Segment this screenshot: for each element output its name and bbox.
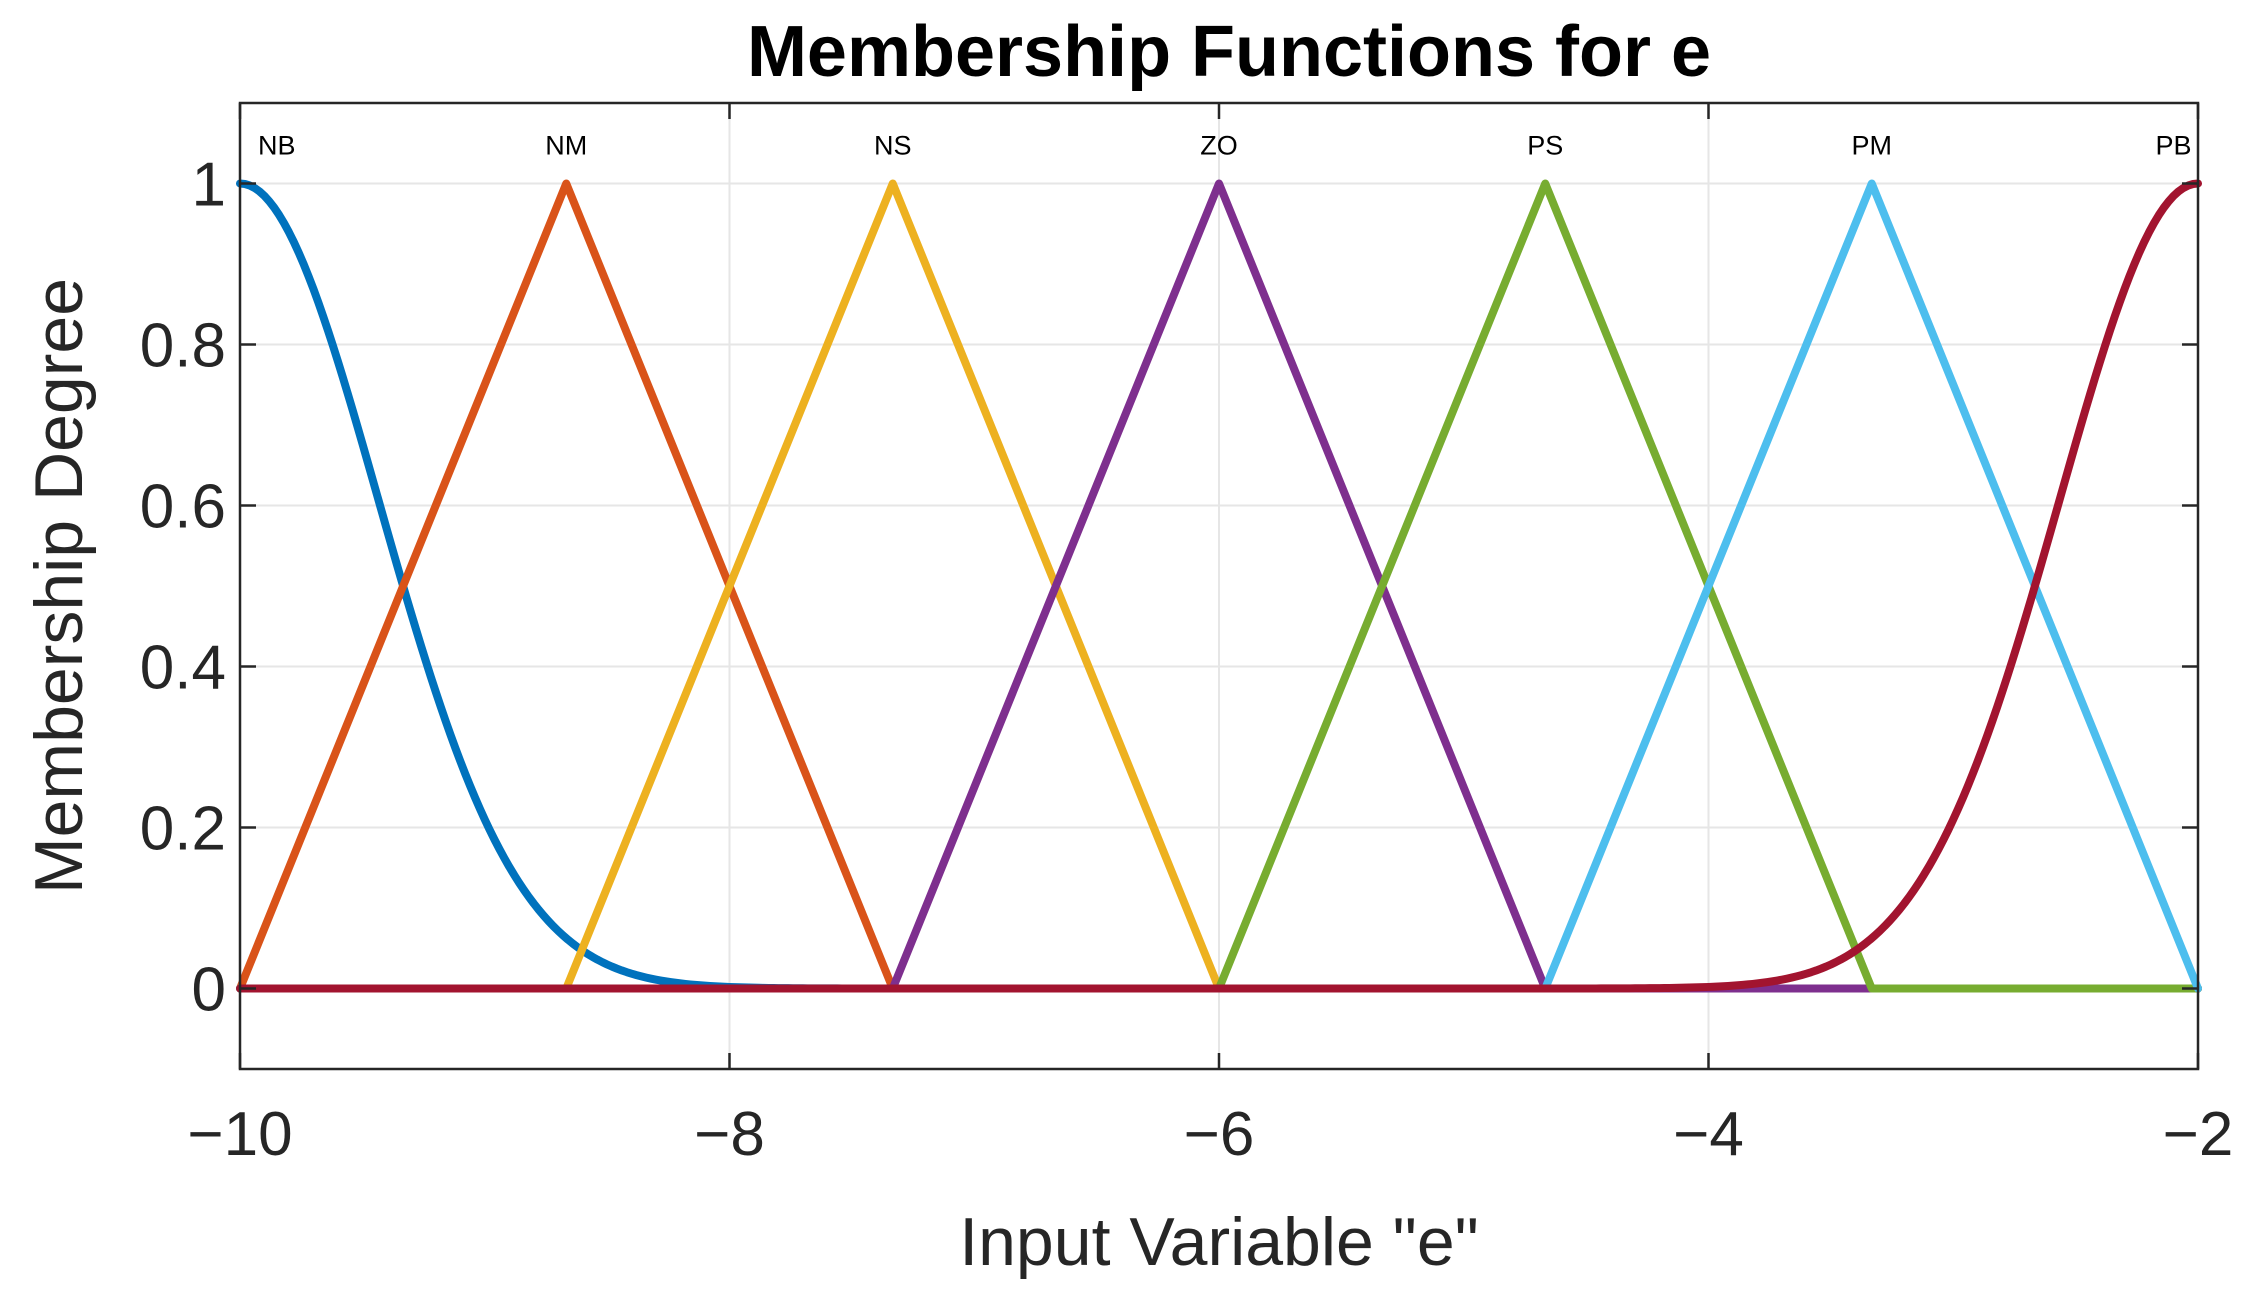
x-tick-label: −8 bbox=[694, 1100, 765, 1169]
series-group bbox=[236, 179, 2202, 993]
y-tick-label: 0.6 bbox=[140, 473, 226, 542]
x-tick-label: −2 bbox=[2163, 1100, 2234, 1169]
membership-label-ps: PS bbox=[1527, 131, 1563, 161]
y-tick-label: 0.4 bbox=[140, 634, 226, 703]
x-axis-label: Input Variable "e" bbox=[959, 1204, 1479, 1280]
y-tick-label: 0.8 bbox=[140, 312, 226, 381]
membership-label-pm: PM bbox=[1851, 131, 1892, 161]
membership-label-nm: NM bbox=[545, 131, 587, 161]
y-tick-label: 0.2 bbox=[140, 795, 226, 864]
membership-label-ns: NS bbox=[874, 131, 912, 161]
x-tick-labels: −10 −8 −6 −4 −2 bbox=[187, 1100, 2233, 1169]
chart-title: Membership Functions for e bbox=[747, 12, 1711, 92]
membership-label-group: NB NM NS ZO PS PM PB bbox=[258, 131, 2192, 161]
x-tick-label: −4 bbox=[1673, 1100, 1744, 1169]
tick-marks bbox=[238, 103, 2200, 1069]
membership-label-pb: PB bbox=[2156, 131, 2192, 161]
y-tick-label: 1 bbox=[192, 151, 226, 220]
membership-label-nb: NB bbox=[258, 131, 296, 161]
x-tick-label: −10 bbox=[187, 1100, 292, 1169]
y-tick-label: 0 bbox=[192, 956, 226, 1025]
series-line-pb bbox=[236, 179, 2202, 993]
y-axis-label: Membership Degree bbox=[21, 278, 97, 894]
x-tick-label: −6 bbox=[1184, 1100, 1255, 1169]
membership-label-zo: ZO bbox=[1200, 131, 1238, 161]
y-tick-labels: 0 0.2 0.4 0.6 0.8 1 bbox=[140, 151, 226, 1025]
